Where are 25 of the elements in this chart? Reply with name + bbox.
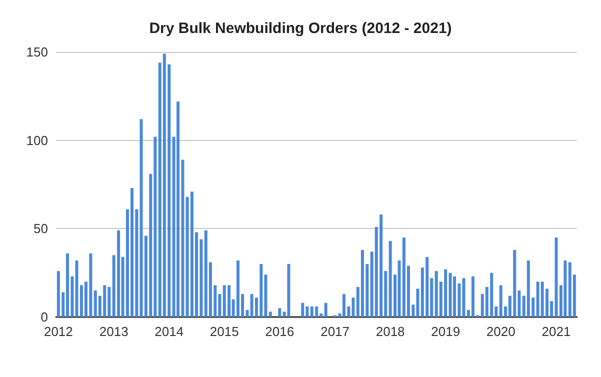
y-tick-label: 50: [34, 221, 48, 236]
x-tick-label: 2019: [431, 324, 460, 339]
x-tick-label: 2014: [154, 324, 184, 339]
bar: [564, 260, 567, 317]
bar: [268, 312, 272, 317]
bar: [176, 101, 180, 317]
bar: [398, 260, 401, 317]
y-tick-label: 150: [26, 44, 48, 60]
bar: [448, 272, 452, 317]
bar: [287, 264, 290, 317]
chart-title: Dry Bulk Newbuilding Orders (2012 - 2021): [149, 20, 452, 37]
x-tick-label: 2013: [99, 324, 128, 339]
x-tick-label: 2021: [542, 324, 571, 339]
x-tick-label: 2012: [44, 324, 73, 339]
y-tick-label: 100: [26, 132, 48, 148]
bar: [278, 308, 282, 317]
x-tick-label: 2016: [265, 324, 294, 339]
x-tick-label: 2018: [376, 324, 405, 339]
x-tick-label: 2015: [210, 324, 239, 339]
x-tick-label: 2017: [320, 324, 350, 339]
bar: [453, 276, 456, 317]
bar: [301, 302, 304, 317]
y-tick-label: 0: [40, 310, 48, 324]
x-tick-label: 2020: [486, 324, 516, 339]
bar: [324, 302, 328, 317]
